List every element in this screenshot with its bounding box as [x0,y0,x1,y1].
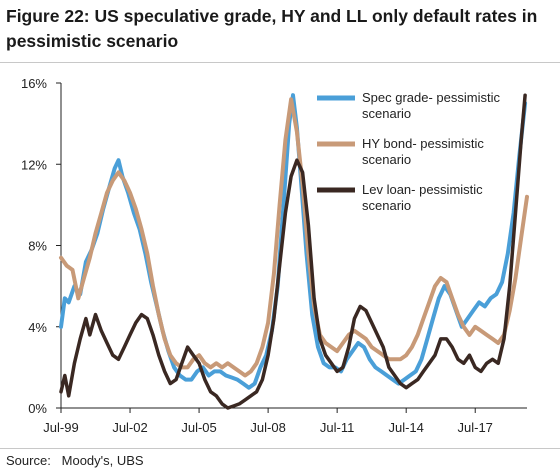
x-tick-label: Jul-08 [250,420,285,435]
legend-label-line: HY bond- pessimistic [362,136,484,151]
legend-label: HY bond- pessimistic scenario [362,136,484,167]
legend-label-line: Spec grade- pessimistic [362,90,500,105]
series-line [59,93,527,410]
legend-label: Spec grade- pessimistic scenario [362,90,500,121]
x-tick-label: Jul-14 [388,420,423,435]
legend-label-line: Lev loan- pessimistic [362,182,483,197]
legend-label: Lev loan- pessimistic scenario [362,182,483,213]
y-axis-tick-labels: 0% 4% 8% 12% 16% [21,76,47,416]
series-lines [59,93,529,410]
x-tick-label: Jul-99 [43,420,78,435]
axes [56,82,527,413]
x-tick-label: Jul-05 [181,420,216,435]
y-tick-label: 16% [21,76,47,91]
x-axis-tick-labels: Jul-99 Jul-02 Jul-05 Jul-08 Jul-11 Jul-14 Jul-… [43,420,493,435]
chart-title: Figure 22: US speculative grade, HY and … [6,6,538,51]
title-divider [0,62,560,63]
y-tick-label: 12% [21,157,47,172]
legend-label-line: scenario [362,152,411,167]
y-tick-label: 4% [28,320,47,335]
legend-label-line: scenario [362,198,411,213]
legend-label-line: scenario [362,106,411,121]
series-line [59,97,529,378]
y-tick-label: 0% [28,401,47,416]
y-tick-label: 8% [28,239,47,254]
source-divider [0,448,560,449]
x-tick-label: Jul-17 [458,420,493,435]
source-note: Source: Moody's, UBS [6,453,144,468]
x-tick-label: Jul-11 [320,420,354,435]
x-tick-label: Jul-02 [112,420,147,435]
